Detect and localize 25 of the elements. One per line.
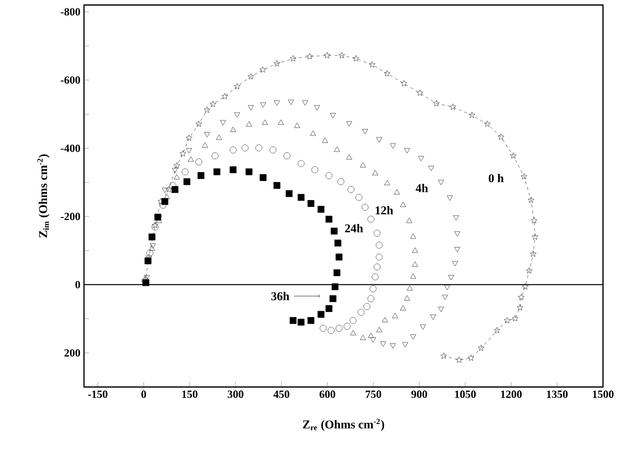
x-tick-label: 600	[320, 390, 336, 398]
x-tick-label: 150	[182, 390, 198, 398]
y-tick-label: 0	[75, 280, 80, 288]
x-tick-label: 750	[366, 390, 382, 398]
y-tick-label: -400	[60, 144, 80, 152]
x-tick-label: 1050	[455, 390, 476, 398]
x-tick-label: -150	[88, 390, 108, 398]
annotation: 12h	[376, 206, 394, 214]
annotation: 4h	[416, 184, 428, 192]
y-tick-label: -200	[60, 212, 80, 220]
x-axis-title: Z$_{re}$ (Ohms cm$^{-2}$)	[302, 418, 384, 431]
x-tick-label: 1350	[546, 390, 568, 398]
annotation: 24h	[345, 224, 364, 232]
y-tick-label: 200	[64, 349, 80, 357]
annotation: 0 h	[488, 174, 504, 182]
x-tick-label: 900	[411, 390, 428, 398]
x-tick-label: 450	[273, 390, 290, 398]
y-tick-label: -600	[60, 76, 80, 84]
x-tick-label: 300	[228, 390, 244, 398]
x-tick-label: 1200	[501, 390, 522, 398]
annotation: 36h	[271, 292, 290, 300]
y-axis-title: Z$_{im}$ (Ohms cm$^{-2}$)	[37, 154, 50, 238]
y-tick-label: -800	[60, 8, 80, 16]
x-tick-label: 1500	[592, 390, 614, 398]
x-tick-label: 0	[141, 390, 146, 398]
